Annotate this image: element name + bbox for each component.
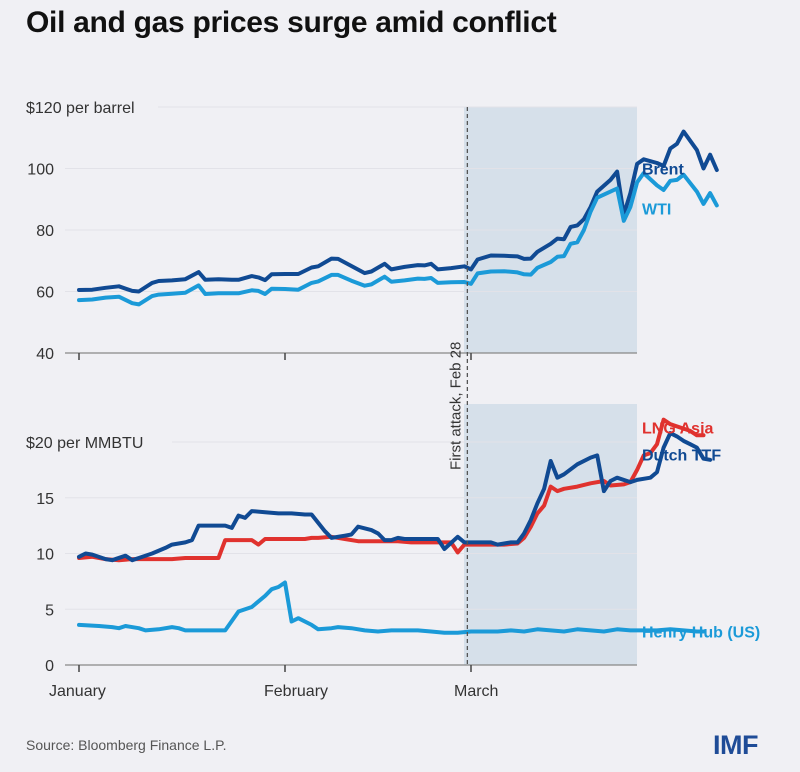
- legend-label-dutch-ttf: Dutch TTF: [642, 447, 721, 464]
- x-tick-label: January: [49, 683, 106, 700]
- y-unit-label: $20 per MMBTU: [26, 435, 143, 452]
- source-note: Source: Bloomberg Finance L.P.: [26, 737, 227, 753]
- y-tick-label: 80: [36, 223, 54, 240]
- y-tick-label: 100: [27, 162, 54, 179]
- y-tick-label: 40: [36, 346, 54, 363]
- y-tick-label: 15: [36, 491, 54, 508]
- conflict-shaded-region: [464, 404, 637, 665]
- gas-price-panel: 0 5 10 15 $20 per MMBTU LNG Asia Dutch TTF Henr…: [26, 404, 760, 675]
- legend-label-lng-asia: LNG Asia: [642, 421, 714, 438]
- legend-label-wti: WTI: [642, 201, 671, 218]
- y-tick-label: 0: [45, 658, 54, 675]
- y-unit-label: $120 per barrel: [26, 100, 135, 117]
- x-tick-label: February: [264, 683, 328, 700]
- x-tick-label: March: [454, 683, 498, 700]
- attack-date-label: First attack, Feb 28: [447, 342, 464, 470]
- legend-label-brent: Brent: [642, 162, 684, 179]
- attack-annotation: First attack, Feb 28: [447, 107, 469, 665]
- x-axis: January February March: [49, 683, 498, 700]
- series-line-wti: [77, 171, 719, 307]
- series-line-dutch-ttf: [77, 431, 713, 563]
- series-line-brent: [77, 129, 719, 294]
- y-tick-label: 10: [36, 547, 54, 564]
- y-tick-label: 5: [45, 602, 54, 619]
- series-line-henry-hub-us: [77, 580, 706, 635]
- imf-logo: IMF: [713, 730, 759, 760]
- y-tick-label: 60: [36, 285, 54, 302]
- chart-title: Oil and gas prices surge amid conflict: [26, 6, 557, 39]
- oil-price-panel: 40 60 80 100 $120 per barrel Brent WTI: [26, 100, 719, 363]
- legend-label-henry-hub-us: Henry Hub (US): [642, 625, 760, 642]
